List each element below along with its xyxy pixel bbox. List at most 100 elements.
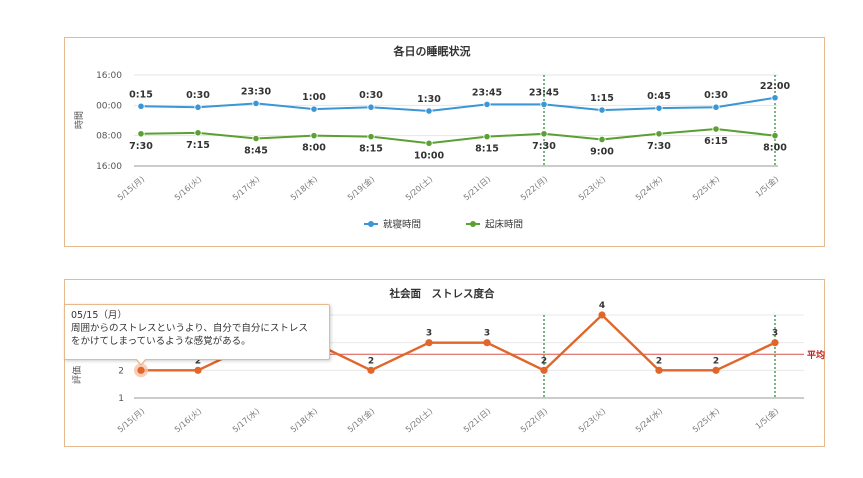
bedtime-point: [598, 106, 606, 114]
chart2-title: 社会面 ストレス度合: [389, 287, 495, 300]
chart1-y-tick-label: 16:00: [96, 71, 122, 81]
chart1-y-tick-label: 00:00: [96, 101, 122, 111]
waketime-point: [137, 130, 145, 138]
chart1-y-tick-label: 08:00: [96, 132, 122, 142]
waketime-data-label: 10:00: [414, 150, 445, 161]
chart1-x-tick-label: 5/20(土): [403, 174, 434, 202]
bedtime-data-label: 23:45: [529, 87, 559, 98]
chart1-x-tick-label: 5/24(水): [633, 174, 664, 202]
chart1-x-tick-label: 5/17(水): [230, 174, 261, 202]
chart2-x-tick-label: 5/21(日): [462, 407, 492, 435]
bedtime-point: [771, 94, 779, 102]
bedtime-data-label: 0:30: [359, 90, 383, 101]
chart1-title: 各日の睡眠状況: [393, 44, 471, 58]
bedtime-data-label: 0:45: [647, 91, 671, 102]
tooltip-date: 05/15（月）: [71, 310, 127, 321]
stress-point: [194, 366, 202, 374]
chart2-x-tick-label: 5/18(木): [288, 406, 319, 434]
waketime-point: [310, 132, 318, 140]
bedtime-point: [655, 104, 663, 112]
chart2-x-tick-label: 5/23(火): [577, 407, 607, 435]
stress-data-label: 3: [484, 329, 490, 339]
chart2-y-axis-label: 評価: [71, 366, 83, 384]
chart1-x-tick-label: 5/18(木): [288, 174, 319, 202]
bedtime-point: [310, 105, 318, 113]
waketime-point: [483, 133, 491, 141]
bedtime-series-line: [140, 96, 776, 113]
chart2-x-tick-label: 5/25(木): [690, 406, 721, 434]
average-label: 平均: [807, 349, 825, 361]
chart1-x-tick-label: 5/22(月): [519, 175, 549, 203]
waketime-point: [540, 130, 548, 138]
stress-point: [483, 339, 491, 347]
waketime-point: [598, 135, 606, 144]
bedtime-point: [137, 102, 145, 110]
waketime-data-label: 7:30: [532, 141, 556, 152]
stress-point: [598, 311, 606, 319]
waketime-series-line: [140, 128, 776, 145]
chart2-y-tick-label: 1: [118, 394, 124, 404]
legend-swatch-dot: [470, 221, 476, 227]
bedtime-data-label: 1:00: [302, 92, 326, 103]
stress-point: [655, 366, 663, 374]
chart2-x-tick-label: 5/17(水): [230, 406, 261, 434]
bedtime-data-label: 0:30: [186, 90, 210, 101]
chart1-x-tick-label: 1/5(金): [753, 174, 780, 199]
bedtime-data-label: 23:30: [241, 86, 272, 97]
waketime-point: [655, 130, 663, 138]
stress-data-label: 2: [195, 356, 201, 366]
chart2-x-tick-label: 5/22(月): [519, 407, 549, 435]
bedtime-point: [194, 103, 202, 111]
chart1-x-tick-label: 5/16(火): [173, 175, 203, 203]
waketime-data-label: 7:30: [647, 141, 671, 152]
tooltip-line-2: をかけてしまっているような感覚がある。: [71, 336, 251, 347]
chart1-x-tick-label: 5/25(木): [690, 174, 721, 202]
legend-swatch-dot: [368, 221, 374, 227]
bedtime-data-label: 1:15: [590, 93, 614, 104]
chart2-x-tick-label: 5/24(水): [633, 406, 664, 434]
bedtime-data-label: 0:30: [704, 90, 728, 101]
stress-data-label: 4: [599, 301, 605, 311]
stress-point: [771, 339, 779, 347]
stress-point: [540, 366, 548, 374]
bedtime-point: [483, 100, 491, 108]
legend-waketime: 起床時間: [485, 219, 523, 231]
tooltip-arrow-inner: [136, 358, 146, 364]
waketime-point: [425, 139, 433, 147]
chart1-x-tick-label: 5/15(月): [116, 175, 146, 203]
waketime-point: [252, 134, 260, 143]
stress-data-label: 2: [541, 356, 547, 366]
chart1-y-tick-label: 16:00: [96, 162, 122, 172]
waketime-data-label: 8:00: [302, 143, 326, 154]
waketime-point: [771, 132, 779, 140]
chart2-x-tick-label: 1/5(金): [753, 406, 780, 431]
chart2-x-tick-label: 5/16(火): [173, 407, 203, 435]
bedtime-data-label: 23:45: [472, 87, 502, 98]
bedtime-point: [540, 100, 548, 108]
chart1-y-axis-label: 時間: [74, 111, 85, 129]
tooltip-line-1: 周囲からのストレスというより、自分で自分にストレス: [71, 323, 308, 334]
bedtime-point: [252, 99, 260, 108]
bedtime-data-label: 22:00: [760, 81, 791, 92]
waketime-point: [194, 129, 202, 137]
stress-data-label: 2: [713, 356, 719, 366]
stress-point: [425, 339, 433, 347]
chart1-x-tick-label: 5/21(日): [462, 175, 492, 203]
waketime-data-label: 7:30: [129, 141, 153, 152]
bedtime-point: [425, 107, 433, 115]
chart1-x-tick-label: 5/23(火): [577, 175, 607, 203]
chart2-y-tick-label: 2: [118, 366, 124, 376]
bedtime-point: [712, 103, 720, 111]
waketime-data-label: 8:15: [359, 144, 383, 155]
stress-data-label: 2: [656, 356, 662, 366]
waketime-data-label: 8:15: [475, 144, 499, 155]
stress-data-label: 2: [368, 356, 374, 366]
legend-bedtime: 就寝時間: [383, 219, 421, 231]
chart1-x-tick-label: 5/19(金): [345, 174, 376, 202]
stress-point: [367, 366, 375, 374]
waketime-data-label: 7:15: [186, 140, 210, 151]
stress-data-label: 3: [772, 329, 778, 339]
stress-point: [712, 366, 720, 374]
tooltip: 05/15（月） 周囲からのストレスというより、自分で自分にストレス をかけてし…: [64, 304, 330, 366]
